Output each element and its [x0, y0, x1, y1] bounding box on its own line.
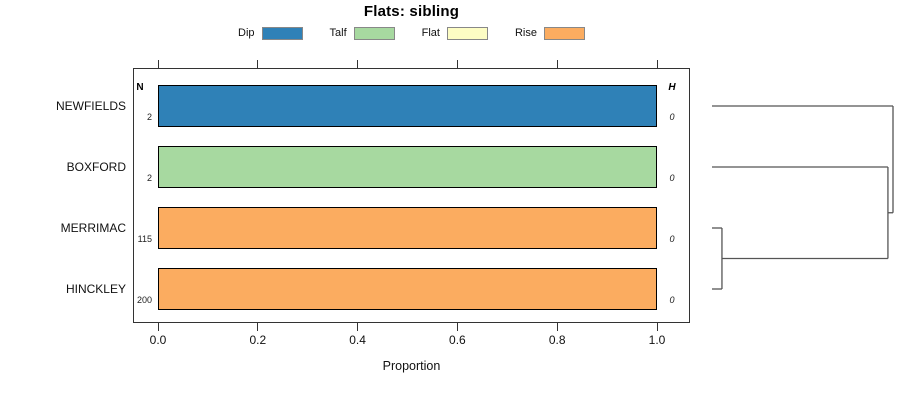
axis-tick-bottom: [157, 323, 159, 331]
h-value: 0: [669, 112, 675, 122]
proportion-bar-talf: [158, 146, 657, 188]
axis-tick-label: 0.0: [149, 333, 167, 347]
category-label: BOXFORD: [66, 160, 126, 174]
axis-tick-top: [456, 60, 458, 68]
legend-item-dip: Dip: [238, 26, 303, 40]
proportion-bar-dip: [158, 85, 657, 127]
axis-tick-bottom: [456, 323, 458, 331]
h-value: 0: [669, 295, 675, 305]
axis-tick-label: 0.2: [249, 333, 267, 347]
h-value: 0: [669, 173, 675, 183]
axis-tick-bottom: [556, 323, 558, 331]
n-value: 115: [137, 234, 152, 244]
category-label: NEWFIELDS: [55, 99, 126, 113]
legend-label: Dip: [238, 27, 255, 39]
h-value: 0: [669, 234, 675, 244]
proportion-bar-rise: [158, 268, 657, 310]
n-value: 200: [136, 295, 152, 305]
legend-swatch: [544, 26, 585, 40]
axis-tick-top: [556, 60, 558, 68]
n-value: 2: [146, 173, 152, 183]
legend-swatch: [446, 26, 488, 40]
chart-title: Flats: sibling: [363, 3, 460, 20]
legend-swatch: [261, 26, 303, 40]
axis-tick-label: 0.6: [449, 333, 466, 347]
legend-item-rise: Rise: [514, 26, 585, 40]
category-label: HINCKLEY: [65, 282, 126, 296]
axis-tick-top: [257, 60, 259, 68]
axis-tick-label: 1.0: [648, 333, 666, 347]
axis-tick-top: [157, 60, 159, 68]
axis-tick-bottom: [357, 323, 359, 331]
n-column-header: N: [136, 82, 144, 93]
axis-tick-top: [656, 60, 658, 68]
category-label: MERRIMAC: [60, 221, 126, 235]
legend-item-talf: Talf: [329, 26, 395, 40]
legend-swatch: [353, 26, 395, 40]
proportion-bar-rise: [158, 207, 657, 249]
legend-label: Flat: [421, 27, 440, 39]
legend-item-flat: Flat: [421, 26, 488, 40]
x-axis-label: Proportion: [382, 359, 441, 373]
legend: Dip Talf Flat Rise: [133, 24, 690, 42]
h-column-header: H: [668, 82, 676, 93]
axis-tick-top: [357, 60, 359, 68]
axis-tick-bottom: [257, 323, 259, 331]
legend-label: Talf: [329, 27, 347, 39]
axis-tick-bottom: [656, 323, 658, 331]
n-value: 2: [146, 112, 152, 122]
legend-label: Rise: [514, 27, 537, 39]
axis-tick-label: 0.8: [548, 333, 566, 347]
axis-tick-label: 0.4: [349, 333, 366, 347]
